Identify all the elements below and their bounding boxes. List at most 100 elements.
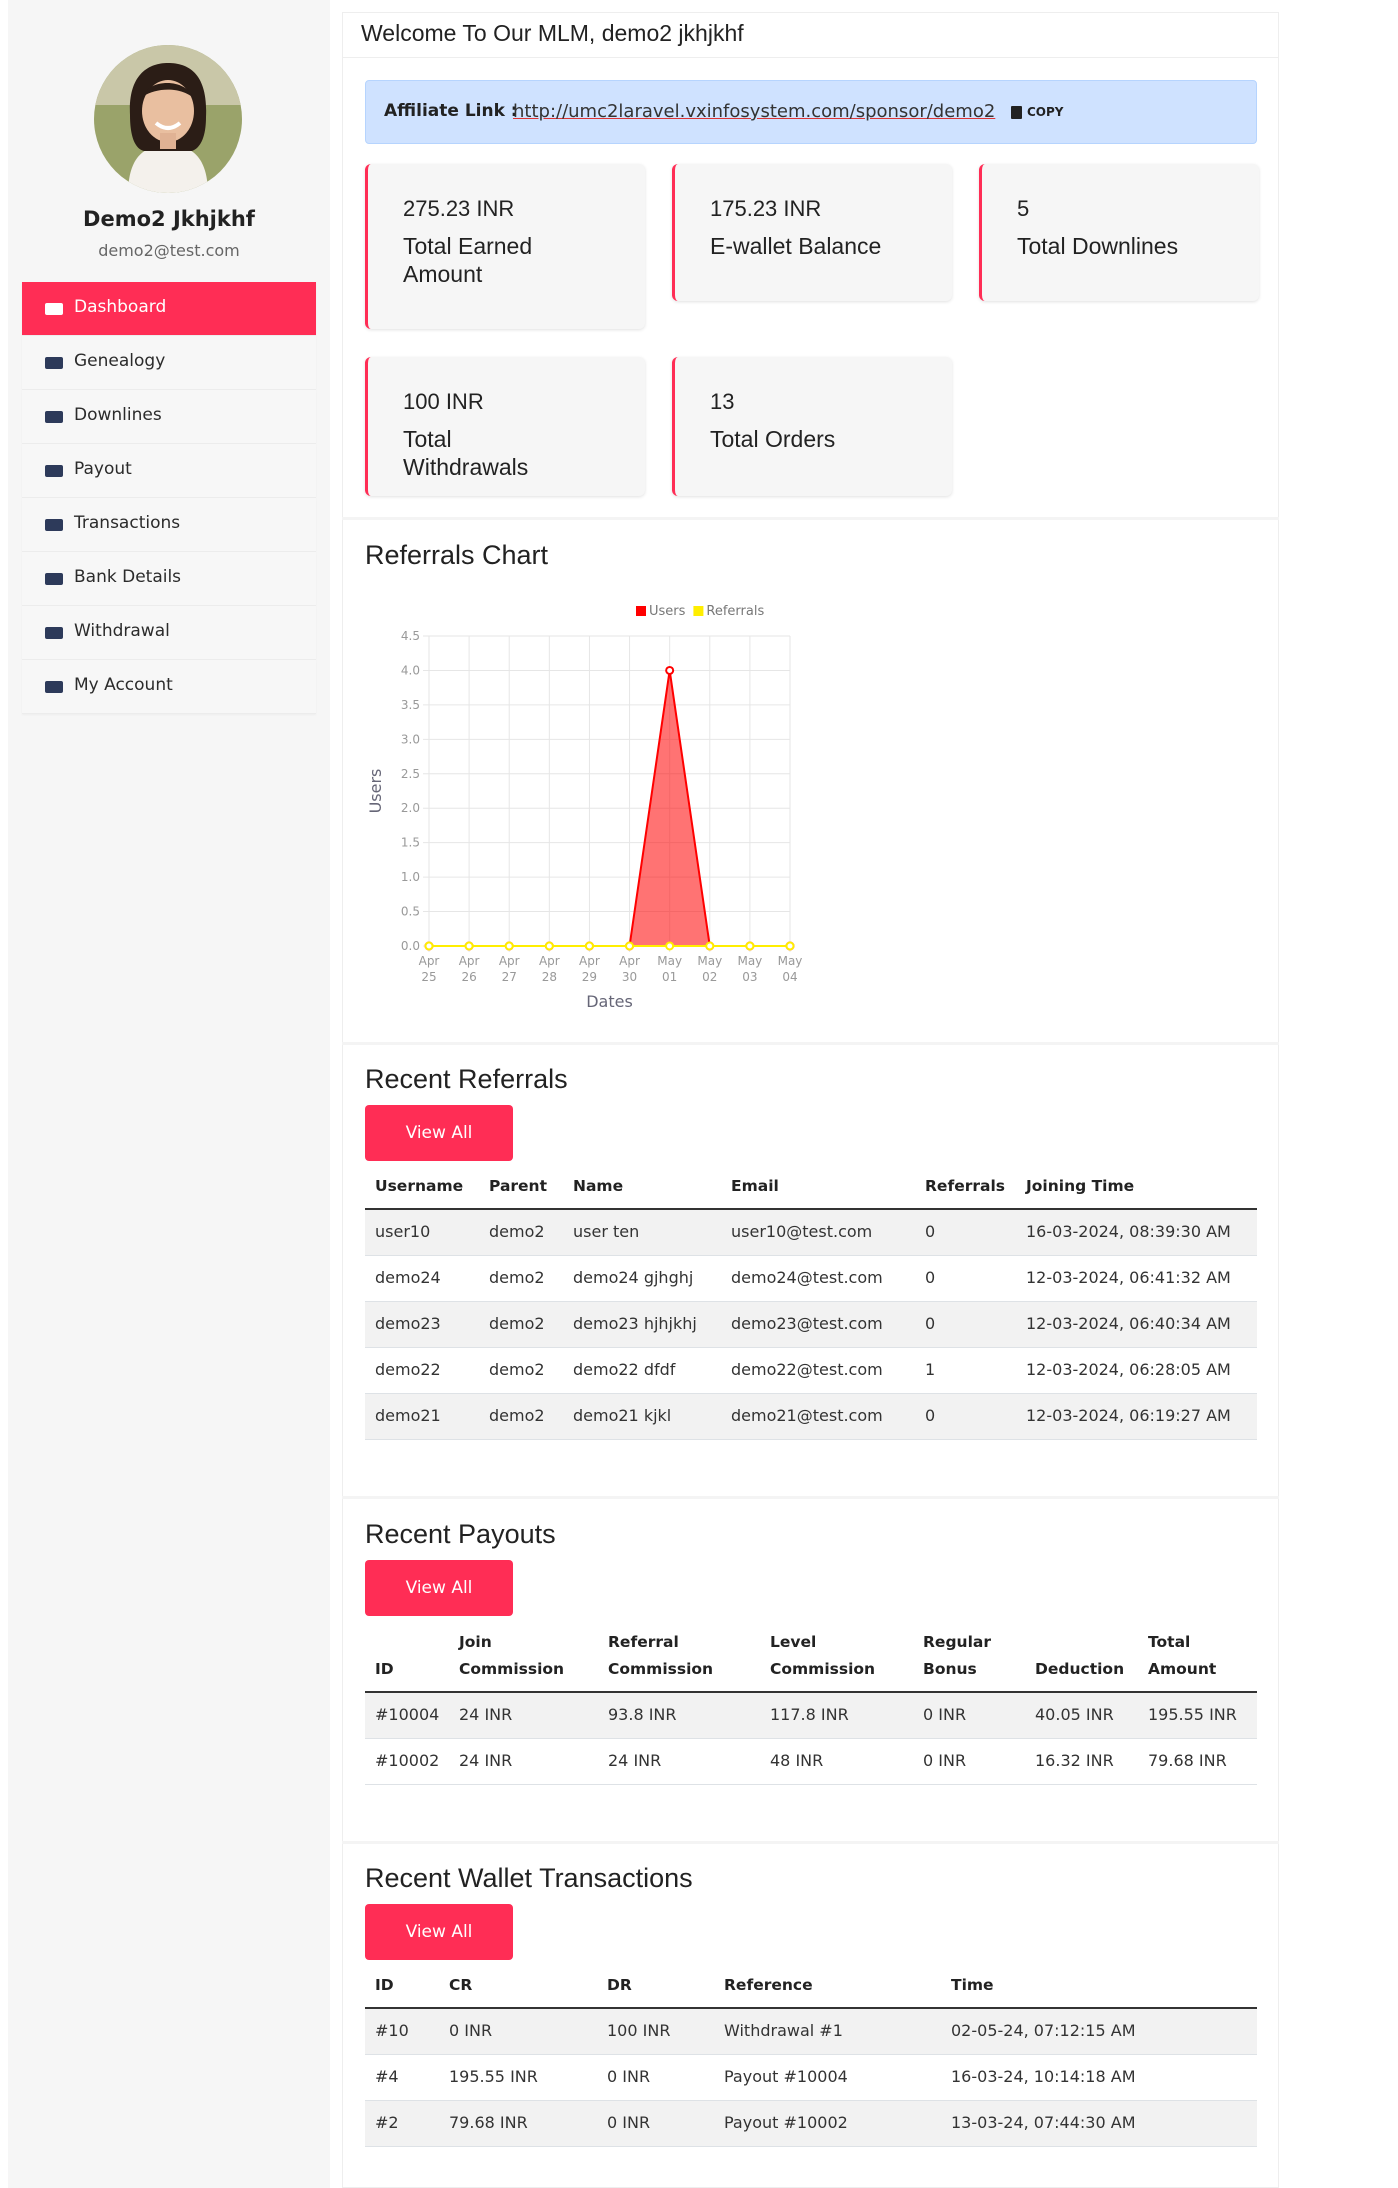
point [504,941,514,951]
table-row [365,1394,1257,1440]
section-divider [342,517,1279,520]
table-cell: 0 INR [607,2113,651,2132]
affiliate-url[interactable]: http://umc2laravel.vxinfosystem.com/spon… [513,101,996,122]
menu-icon [45,465,63,477]
y-tick-label: 3.5 [401,698,420,712]
section-divider [342,1841,1279,1844]
page-title: Welcome To Our MLM, demo2 jkhjkhf [361,20,744,46]
table-cell: 12-03-2024, 06:41:32 AM [1026,1268,1231,1287]
menu-icon [45,357,63,369]
point [665,941,675,951]
menu-item[interactable]: Downlines [22,390,316,444]
icon-shape [45,519,63,531]
stat-value: 275.23 INR [403,196,515,221]
table-cell: 0 [925,1406,936,1425]
table-cell: 0 [925,1314,936,1333]
table-cell: 195.55 INR [1148,1705,1237,1724]
table-row [365,2009,1257,2055]
point [665,665,675,675]
menu-label: My Account [74,675,173,695]
stat-card: 5 Total Downlines [979,164,1259,301]
stat-card: 175.23 INR E-wallet Balance [672,164,952,301]
menu-item[interactable]: Payout [22,444,316,498]
menu-label: Payout [74,459,132,479]
y-axis-label: Users [366,769,385,814]
stat-label: Total Orders [710,426,836,452]
table-row [365,1739,1257,1785]
icon-shape [45,357,63,369]
x-tick-label: May 03 [737,954,762,984]
table-cell: demo22@test.com [731,1360,883,1379]
y-tick-label: 2.5 [401,767,420,781]
stat-label: Total Withdrawals [403,426,529,480]
table-cell: 24 INR [459,1751,513,1770]
table-cell: 0 INR [923,1705,967,1724]
menu-item[interactable]: Genealogy [22,336,316,390]
table-cell: #10 [375,2021,409,2040]
menu-icon [45,681,63,693]
legend-swatch [693,606,704,616]
table-cell: 02-05-24, 07:12:15 AM [951,2021,1136,2040]
point [785,941,795,951]
table-cell: demo22 [375,1360,441,1379]
table-cell: Withdrawal #1 [724,2021,843,2040]
menu-item[interactable]: My Account [22,660,316,714]
menu-icon [45,573,63,585]
affiliate-box: Affiliate Link : http://umc2laravel.vxinf… [365,80,1257,144]
menu-icon [45,519,63,531]
table-cell: 16-03-2024, 08:39:30 AM [1026,1222,1231,1241]
table-cell: demo2 [489,1406,545,1425]
copy-button[interactable]: COPY [1011,105,1064,119]
menu-item[interactable]: Withdrawal [22,606,316,660]
column-header: Name [573,1177,624,1195]
section-title: Recent Wallet Transactions [365,1863,693,1893]
table-cell: demo23 hjhjkhj [573,1314,697,1333]
table-cell: Payout #10004 [724,2067,848,2086]
copy-icon [1011,106,1022,119]
view-all-button[interactable]: View All [365,1904,513,1960]
chart-title: Referrals Chart [365,540,549,570]
stat-label: Total Downlines [1017,233,1179,259]
x-tick-label: Apr 29 [579,954,600,984]
stat-value: 13 [710,389,735,414]
view-all-button[interactable]: View All [365,1105,513,1161]
header-rule [365,1208,1257,1210]
point [424,941,434,951]
column-header: Deduction [1035,1660,1125,1678]
y-tick-label: 4.0 [401,663,420,677]
menu-item[interactable]: Dashboard [22,282,316,336]
chart: 0.0 0.5 1.0 1.5 2.0 2.5 3.0 3.5 4.0 4.5 Apr 25 Apr 26… [366,604,802,1011]
x-axis-label: Dates [586,992,633,1011]
point [745,941,755,951]
y-tick-label: 3.0 [401,732,420,746]
table-cell: 79.68 INR [1148,1751,1227,1770]
section-divider [342,1042,1279,1045]
x-tick-label: Apr 25 [419,954,440,984]
menu-label: Downlines [74,405,162,425]
stat-value: 175.23 INR [710,196,822,221]
stat-label: E-wallet Balance [710,233,882,259]
table-cell: demo21 kjkl [573,1406,672,1425]
table-cell: 24 INR [459,1705,513,1724]
table-cell: 0 [925,1222,936,1241]
stat-card: 100 INR Total Withdrawals [365,357,645,496]
profile-name: Demo2 Jkhjkhf [83,207,255,231]
table-cell: #10002 [375,1751,440,1770]
menu-item[interactable]: Transactions [22,498,316,552]
table-cell: 195.55 INR [449,2067,538,2086]
x-tick-label: Apr 26 [459,954,480,984]
table-cell: demo2 [489,1360,545,1379]
table-cell: #4 [375,2067,399,2086]
menu-item[interactable]: Bank Details [22,552,316,606]
legend-label: Users [649,604,686,619]
y-tick-label: 4.5 [401,629,420,643]
menu-label: Dashboard [74,297,167,317]
y-tick-label: 1.5 [401,836,420,850]
table-row [365,1302,1257,1348]
column-header: Email [731,1177,779,1195]
point [625,941,635,951]
table-cell: #2 [375,2113,399,2132]
view-all-button[interactable]: View All [365,1560,513,1616]
menu-label: Transactions [74,513,181,533]
table-cell: user ten [573,1222,640,1241]
